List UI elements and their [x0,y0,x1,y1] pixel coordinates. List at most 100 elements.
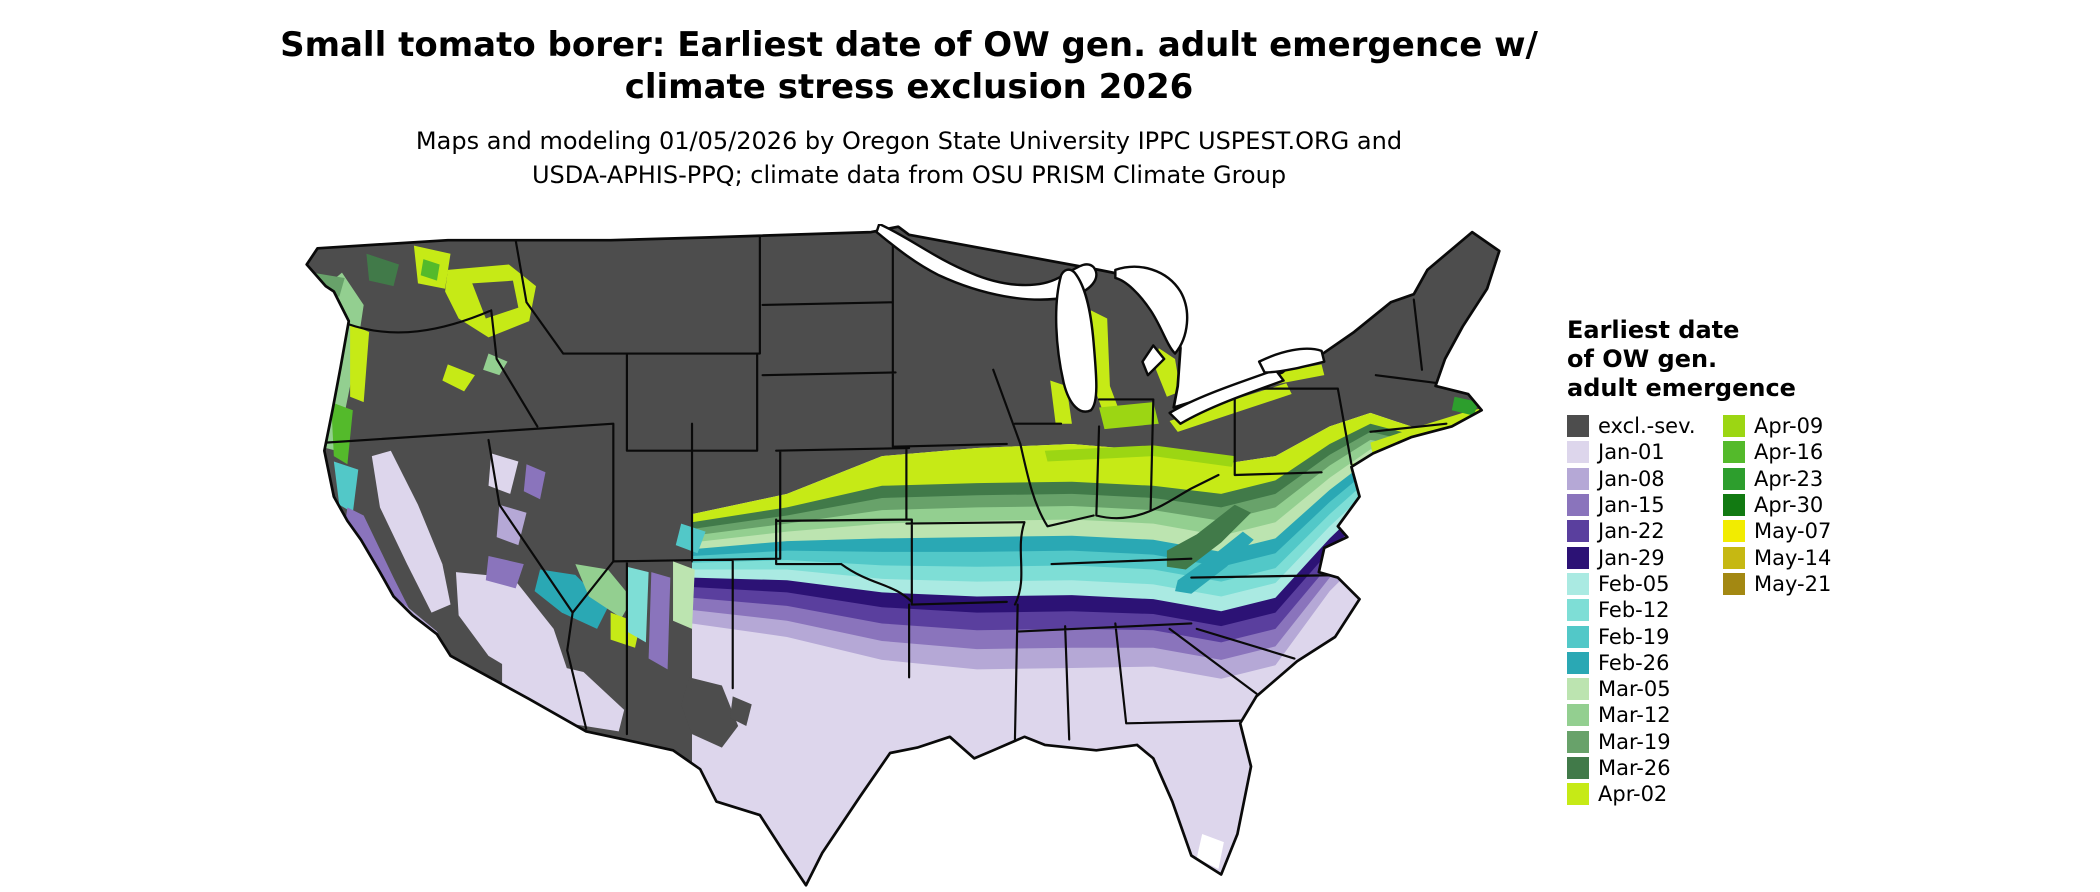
legend-item-label: Feb-05 [1598,571,1670,596]
figure-title-line1: Small tomato borer: Earliest date of OW … [280,25,1538,65]
legend-item-label: Mar-12 [1598,703,1671,728]
patch-mojave [455,572,568,689]
legend-item-label: Feb-12 [1598,598,1670,623]
legend-swatch [1723,494,1745,517]
legend-swatch [1567,651,1589,674]
patch-coast-range [344,507,410,619]
figure-title-line2: climate stress exclusion 2026 [624,67,1194,107]
legend-item-label: Mar-05 [1598,677,1671,702]
legend-swatch [1723,546,1745,569]
patch-wtx-gray-2 [730,696,752,727]
great-lakes [875,224,1326,425]
legend-swatch [1567,520,1589,543]
legend-swatch [1567,704,1589,727]
legend-item: excl.-sev. [1567,413,1723,439]
lake-huron [1114,265,1189,355]
legend-column-1: excl.-sev. Jan-01 Jan-08 Jan-15 Jan-22 Jan-29… [1567,413,1723,807]
legend-title-line1: Earliest date [1567,316,1740,344]
legend-item-label: Apr-30 [1754,493,1824,518]
legend-column-2: Apr-09 Apr-16 Apr-23 Apr-30 May-07 May-14 May-… [1723,413,1831,807]
legend-swatch [1567,467,1589,490]
patch-nv-3 [523,464,546,500]
patch-fl-tip-white [1196,833,1224,870]
legend-item-label: May-07 [1754,519,1832,544]
legend-swatch [1567,730,1589,753]
lake-erie [1168,368,1285,425]
legend-item: Apr-30 [1723,492,1831,518]
legend-item: Apr-23 [1723,466,1831,492]
us-map [305,224,1501,887]
lake-ontario [1257,347,1326,374]
legend-item-label: Jan-29 [1598,545,1665,570]
legend-item: Jan-01 [1567,439,1723,465]
lake-michigan [1054,268,1098,413]
legend-item-label: Jan-15 [1598,493,1665,518]
legend-title-line2: of OW gen. [1567,345,1718,373]
legend-item: Jan-08 [1567,466,1723,492]
patch-appalachian-green [1166,504,1252,570]
legend-swatch [1723,415,1745,438]
patch-apr09-streak [1044,445,1235,467]
patch-az-mtn-2 [575,564,633,619]
legend-swatch [1567,678,1589,701]
legend-item: Mar-26 [1567,755,1723,781]
figure-subtitle-line1: Maps and modeling 01/05/2026 by Oregon S… [415,127,1403,155]
legend-item-label: May-21 [1754,571,1832,596]
legend-item-label: Apr-02 [1598,782,1668,807]
patch-nm-valley [648,572,671,670]
legend-swatch [1567,415,1589,438]
legend-item: Feb-19 [1567,623,1723,649]
legend-item: Apr-16 [1723,439,1831,465]
saginaw-bay [1141,344,1166,377]
patch-az-south [502,653,625,732]
legend-item-label: Apr-09 [1754,414,1824,439]
legend-item: Jan-29 [1567,544,1723,570]
legend-swatch [1723,441,1745,464]
legend-item: Feb-05 [1567,571,1723,597]
legend-swatch [1567,783,1589,806]
legend-item: Apr-09 [1723,413,1831,439]
legend-item-label: Jan-22 [1598,519,1665,544]
legend-swatch [1567,625,1589,648]
legend-swatch [1567,494,1589,517]
legend-item: Feb-12 [1567,597,1723,623]
patch-central-valley [371,450,451,613]
legend-item: May-14 [1723,544,1831,570]
patch-mi-south [1099,402,1159,430]
figure-title: Small tomato borer: Earliest date of OW … [280,24,1538,108]
legend-item: Jan-22 [1567,518,1723,544]
patch-nca-green [331,402,353,465]
legend-swatch [1567,546,1589,569]
patch-nm-east [673,561,695,629]
legend-swatch [1723,467,1745,490]
figure-subtitle-line2: USDA-APHIS-PPQ; climate data from OSU PR… [531,161,1287,189]
legend-item: Feb-26 [1567,650,1723,676]
legend-item-label: Jan-08 [1598,466,1665,491]
patch-willamette [350,323,370,403]
legend-item: May-21 [1723,571,1831,597]
legend-item: May-07 [1723,518,1831,544]
legend-columns: excl.-sev. Jan-01 Jan-08 Jan-15 Jan-22 Jan-29… [1567,413,1831,807]
legend-item-label: May-14 [1754,545,1832,570]
legend-item: Mar-12 [1567,702,1723,728]
patch-columbia-core [472,280,519,319]
legend-item-label: Apr-23 [1754,466,1824,491]
patch-nm-north [675,523,706,554]
patch-blue-mtns-2 [483,353,508,376]
legend-item: Apr-02 [1567,781,1723,807]
legend-item: Mar-05 [1567,676,1723,702]
patch-nm-west [626,566,649,643]
legend-item-label: Apr-16 [1754,440,1824,465]
patch-cape-green [1451,396,1479,416]
patch-maine-yellow [1454,358,1471,373]
legend-title: Earliest date of OW gen. adult emergence [1567,316,1831,403]
legend-swatch [1567,757,1589,779]
legend-item-label: Mar-19 [1598,729,1671,754]
legend-swatch [1567,572,1589,595]
legend-item: Mar-19 [1567,729,1723,755]
legend-item-label: Jan-01 [1598,440,1665,465]
patch-wtx-gray-1 [681,677,739,748]
legend-item-label: Mar-26 [1598,756,1671,780]
legend-item-label: excl.-sev. [1598,414,1696,439]
